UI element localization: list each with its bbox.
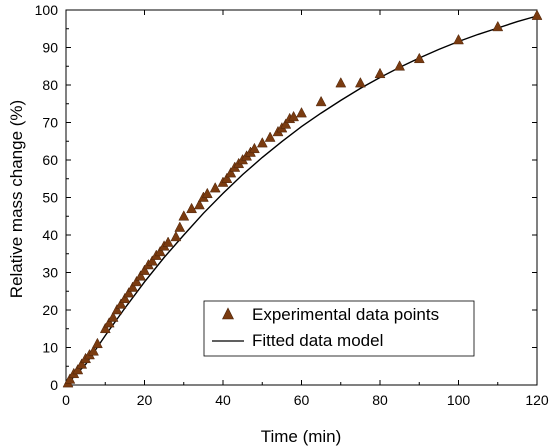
data-point-triangle	[288, 110, 300, 122]
y-tick-label: 0	[50, 377, 58, 393]
y-axis: 0 10 20 30 40 50 60 70 80 90 100	[35, 2, 537, 393]
data-point-triangle	[453, 33, 464, 45]
data-point-triangle	[139, 264, 150, 275]
x-tick-label: 40	[215, 392, 231, 408]
data-point-triangle	[193, 198, 205, 210]
data-point-triangle	[170, 230, 182, 242]
data-point-triangle	[256, 137, 268, 148]
data-point-triangle	[531, 9, 543, 20]
y-tick-label: 90	[42, 40, 58, 56]
x-axis: 0 20 40 60 80 100 120	[62, 10, 549, 408]
data-point-triangle	[99, 322, 111, 334]
x-tick-label: 60	[294, 392, 310, 408]
legend-box	[203, 300, 475, 357]
y-tick-label: 30	[42, 265, 58, 281]
legend-label-fitted: Fitted data model	[252, 331, 383, 350]
data-point-triangle	[103, 317, 115, 328]
x-tick-label: 80	[372, 392, 388, 408]
data-point-triangle	[91, 337, 103, 349]
data-point-triangle	[162, 236, 174, 247]
data-point-triangle	[111, 303, 123, 315]
y-tick-label: 100	[35, 2, 59, 18]
data-point-triangle	[225, 167, 237, 178]
x-tick-label: 100	[447, 392, 471, 408]
legend-label-experimental: Experimental data points	[252, 305, 439, 324]
data-point-triangle	[335, 77, 347, 88]
data-point-triangle	[127, 281, 139, 292]
y-tick-label: 40	[42, 227, 58, 243]
data-point-triangle	[201, 187, 213, 199]
x-axis-title: Time (min)	[261, 427, 342, 446]
data-point-triangle	[178, 210, 190, 221]
data-point-triangle	[88, 345, 99, 356]
data-point-triangle	[131, 275, 143, 287]
legend: Experimental data points Fitted data mod…	[203, 300, 475, 357]
data-point-triangle	[492, 20, 504, 32]
data-point-triangle	[296, 107, 307, 118]
data-point-triangle	[119, 292, 131, 304]
y-tick-label: 50	[42, 190, 58, 206]
data-point-triangle	[264, 131, 276, 142]
data-point-triangle	[394, 60, 406, 71]
y-axis-title: Relative mass change (%)	[7, 100, 26, 298]
data-point-triangle	[354, 77, 366, 88]
data-point-triangle	[135, 270, 147, 281]
data-point-triangle	[413, 52, 425, 64]
y-tick-label: 10	[42, 340, 58, 356]
data-point-triangle	[174, 221, 186, 232]
data-point-triangle	[186, 202, 198, 214]
data-point-triangle	[221, 172, 233, 183]
data-point-triangle	[64, 373, 76, 384]
data-point-triangle	[72, 363, 84, 375]
data-point-triangle	[107, 311, 119, 322]
data-point-triangle	[248, 142, 260, 154]
y-tick-label: 70	[42, 115, 58, 131]
series-layer	[62, 9, 543, 388]
y-tick-label: 60	[42, 152, 58, 168]
y-tick-label: 20	[42, 302, 58, 318]
data-point-triangle	[123, 287, 135, 298]
data-point-triangle	[115, 298, 127, 309]
data-point-triangle	[76, 358, 88, 369]
x-tick-label: 20	[137, 392, 153, 408]
legend-triangle-marker	[222, 307, 234, 320]
data-point-triangle	[146, 255, 158, 266]
y-tick-label: 80	[42, 77, 58, 93]
data-point-triangle	[315, 95, 327, 107]
x-tick-label: 0	[62, 392, 70, 408]
data-point-triangle	[154, 245, 166, 257]
x-tick-label: 120	[525, 392, 549, 408]
data-point-triangle	[280, 118, 292, 129]
data-point-triangle	[374, 67, 386, 79]
data-point-triangle	[209, 182, 221, 193]
